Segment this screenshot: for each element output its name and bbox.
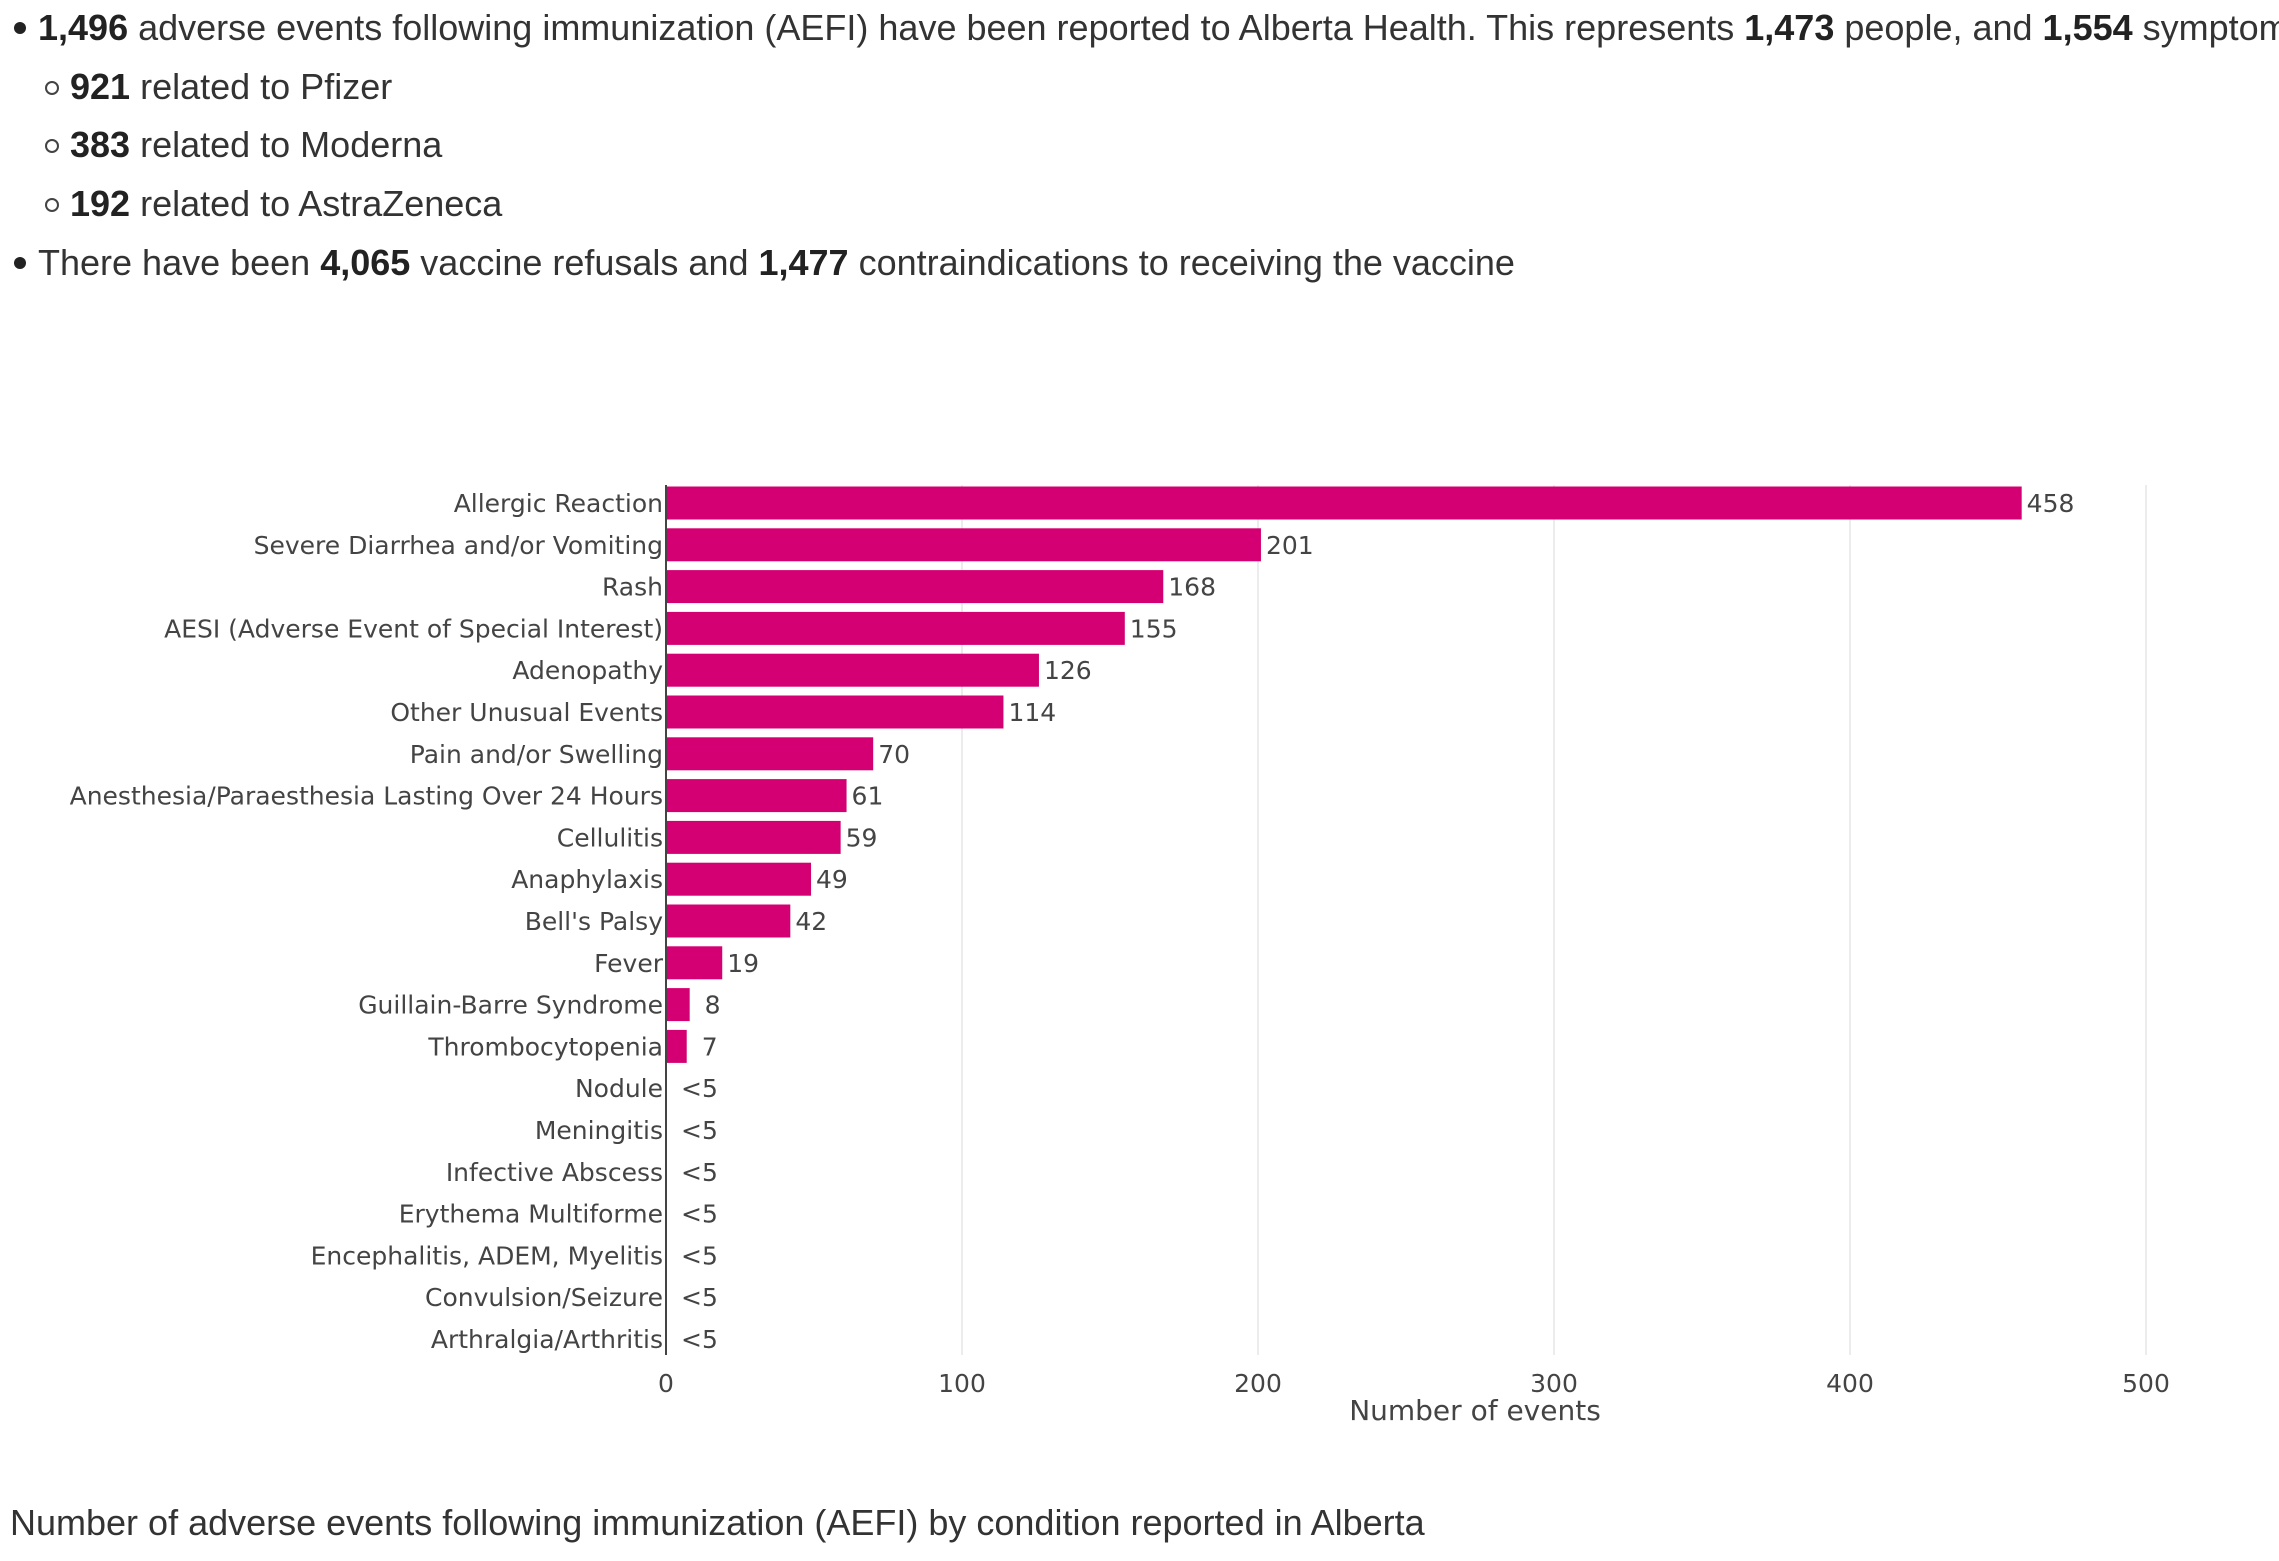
bar xyxy=(666,946,723,980)
x-tick-label: 100 xyxy=(938,1369,986,1398)
category-label: Arthralgia/Arthritis xyxy=(431,1325,663,1354)
value-label: 49 xyxy=(816,865,848,894)
bullet-dot xyxy=(14,22,26,34)
category-label: Cellulitis xyxy=(557,823,663,852)
sub-bullet-circle xyxy=(45,198,59,212)
bullet-dot xyxy=(14,257,26,269)
value-label: 168 xyxy=(1168,573,1216,602)
value-label: 126 xyxy=(1044,656,1092,685)
category-label: Thrombocytopenia xyxy=(427,1032,663,1061)
summary-line-refusals: There have been 4,065 vaccine refusals a… xyxy=(38,242,1515,283)
value-label: <5 xyxy=(681,1158,718,1187)
bar xyxy=(666,695,1004,729)
category-label: Infective Abscess xyxy=(446,1158,663,1187)
value-label: <5 xyxy=(681,1241,718,1270)
value-label: 155 xyxy=(1130,614,1178,643)
bar xyxy=(666,820,841,854)
category-label: Pain and/or Swelling xyxy=(410,740,663,769)
summary-sub-astrazeneca: 192 related to AstraZeneca xyxy=(70,183,503,224)
category-label: Guillain-Barre Syndrome xyxy=(358,991,663,1020)
aefi-count: 1,496 xyxy=(38,7,129,48)
symptom-count: 1,554 xyxy=(2042,7,2133,48)
category-label: Convulsion/Seizure xyxy=(425,1283,663,1312)
value-label: 19 xyxy=(727,949,759,978)
bar xyxy=(666,1029,687,1063)
bar xyxy=(666,486,2022,520)
x-tick-label: 500 xyxy=(2122,1369,2170,1398)
contraindication-count: 1,477 xyxy=(758,242,849,283)
category-label: Rash xyxy=(602,573,663,602)
value-label: <5 xyxy=(681,1200,718,1229)
value-label: <5 xyxy=(681,1283,718,1312)
category-label: AESI (Adverse Event of Special Interest) xyxy=(164,614,663,643)
category-label: Other Unusual Events xyxy=(390,698,663,727)
axis-layer: 0 100 200 300 400 500 xyxy=(658,485,2170,1398)
value-label: 458 xyxy=(2027,489,2075,518)
bar xyxy=(666,528,1261,562)
x-tick-label: 300 xyxy=(1530,1369,1578,1398)
value-label: 8 xyxy=(705,991,721,1020)
bar xyxy=(666,904,791,938)
value-label: 7 xyxy=(702,1032,718,1061)
value-label: <5 xyxy=(681,1116,718,1145)
summary-sub-pfizer: 921 related to Pfizer xyxy=(70,66,393,107)
summary-line-aefi: 1,496 adverse events following immunizat… xyxy=(38,7,2279,48)
category-label: Meningitis xyxy=(535,1116,663,1145)
aefi-bar-chart: 0 100 200 300 400 500 Allergic Reaction 458 Sev… xyxy=(70,485,2170,1427)
category-label: Allergic Reaction xyxy=(454,489,663,518)
x-tick-label: 400 xyxy=(1826,1369,1874,1398)
bar xyxy=(666,779,847,813)
value-label: 114 xyxy=(1008,698,1056,727)
value-label: 42 xyxy=(795,907,827,936)
x-tick-label: 0 xyxy=(658,1369,674,1398)
value-label: 70 xyxy=(878,740,910,769)
bar xyxy=(666,988,690,1022)
category-label: Bell's Palsy xyxy=(525,907,664,936)
refusal-count: 4,065 xyxy=(320,242,411,283)
sub-bullet-circle xyxy=(45,139,59,153)
category-label: Erythema Multiforme xyxy=(399,1200,663,1229)
summary-sub-moderna: 383 related to Moderna xyxy=(70,124,443,165)
grid-layer xyxy=(961,485,2147,1355)
bar xyxy=(666,611,1125,645)
value-label: 61 xyxy=(852,782,884,811)
bar xyxy=(666,737,874,771)
category-label: Nodule xyxy=(575,1074,663,1103)
value-label: <5 xyxy=(681,1325,718,1354)
category-label: Severe Diarrhea and/or Vomiting xyxy=(254,531,663,560)
bar xyxy=(666,653,1039,687)
people-count: 1,473 xyxy=(1744,7,1835,48)
category-label: Fever xyxy=(594,949,664,978)
sub-bullet-circle xyxy=(45,81,59,95)
chart-caption: Number of adverse events following immun… xyxy=(10,1502,1425,1543)
category-label: Adenopathy xyxy=(512,656,663,685)
category-label: Anaphylaxis xyxy=(511,865,663,894)
bar xyxy=(666,570,1164,604)
category-label: Anesthesia/Paraesthesia Lasting Over 24 … xyxy=(70,782,663,811)
bar xyxy=(666,862,812,896)
value-label: 201 xyxy=(1266,531,1314,560)
bar-layer xyxy=(666,486,2022,1063)
category-label: Encephalitis, ADEM, Myelitis xyxy=(311,1241,663,1270)
value-label: 59 xyxy=(846,823,878,852)
label-layer: Allergic Reaction 458 Severe Diarrhea and/… xyxy=(70,489,2075,1354)
value-label: <5 xyxy=(681,1074,718,1103)
x-axis-title: Number of events xyxy=(1349,1394,1601,1427)
x-tick-label: 200 xyxy=(1234,1369,1282,1398)
